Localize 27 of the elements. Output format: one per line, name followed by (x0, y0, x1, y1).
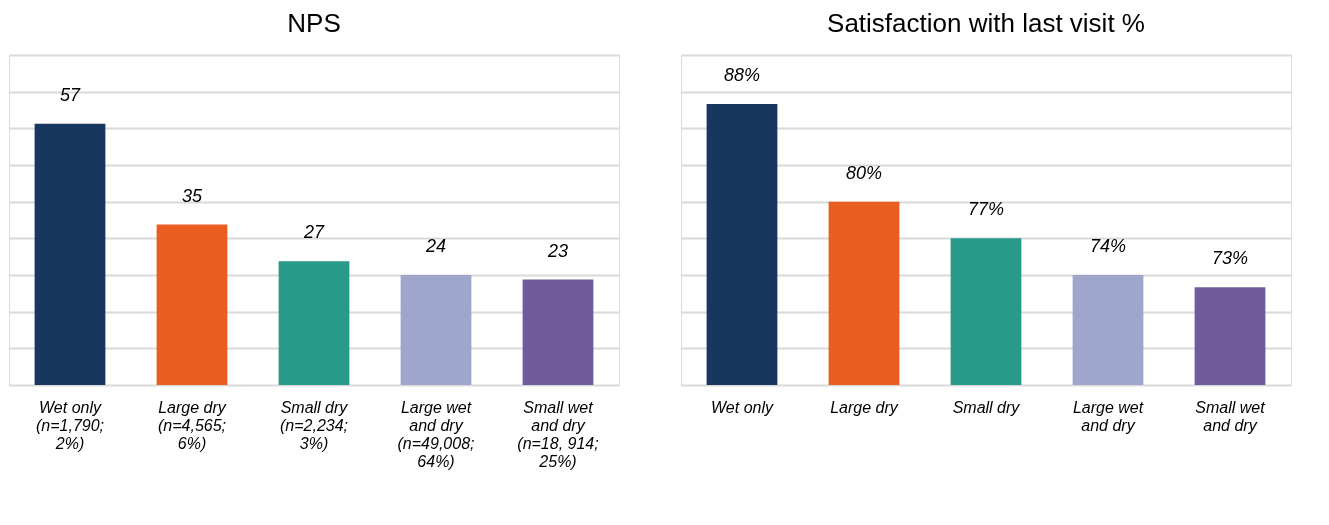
x-tick-label: Large dry (830, 398, 899, 416)
x-tick-label: Small dry (952, 398, 1021, 416)
x-tick-label: Large dry (n=4,565; 6%) (157, 398, 227, 452)
x-tick-label: Wet only (711, 398, 774, 416)
bar (522, 279, 594, 385)
x-tick-label: Large wet and dry (1072, 398, 1144, 434)
x-tick-label: Small dry (n=2,234; 3%) (279, 398, 349, 452)
data-label: 27 (302, 222, 325, 243)
data-label: 74% (1089, 236, 1127, 256)
x-tick-label: Small wet and dry (n=18, 914; 25%) (517, 398, 599, 470)
bar (156, 224, 228, 385)
data-label: 57 (59, 84, 81, 105)
x-tick-label: Large wet and dry (n=49,008; 64%) (397, 398, 475, 470)
x-tick-label: Wet only (n=1,790; 2%) (35, 398, 105, 452)
data-label: 77% (967, 199, 1005, 220)
bar (278, 261, 350, 385)
x-tick-label: Small wet and dry (1195, 398, 1266, 434)
bar (34, 123, 106, 385)
data-label: 23 (546, 240, 569, 261)
data-label: 24 (424, 236, 447, 256)
chart-title: NPS (287, 8, 341, 38)
data-label: 80% (845, 162, 883, 183)
data-label: 73% (1211, 248, 1249, 269)
chart-title: Satisfaction with last visit % (827, 8, 1145, 38)
data-label: 35 (181, 185, 203, 206)
bar (400, 275, 472, 385)
data-label: 88% (723, 64, 761, 85)
